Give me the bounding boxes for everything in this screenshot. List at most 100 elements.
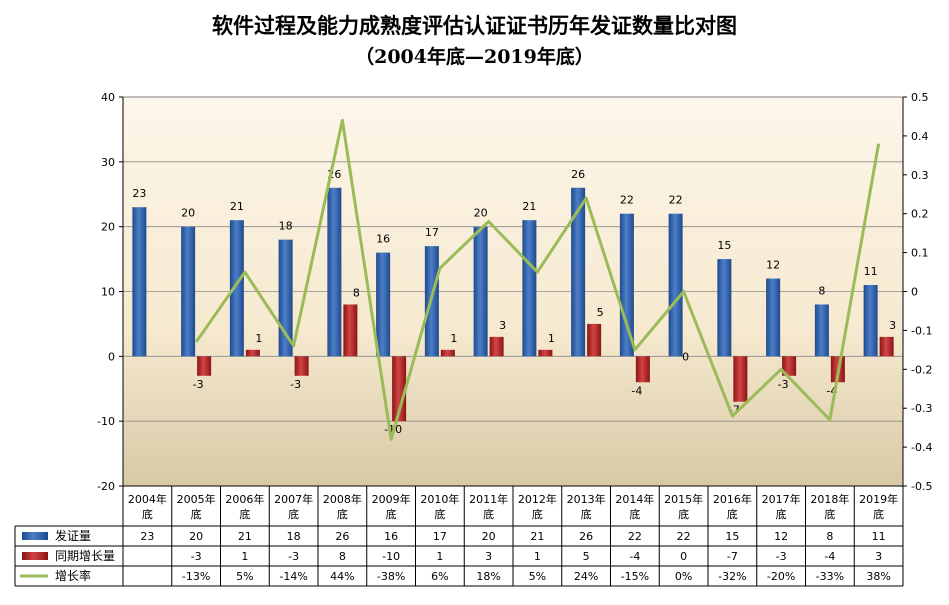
table-cell: 23 xyxy=(140,530,154,543)
bar-growth xyxy=(294,356,309,376)
table-cell: 22 xyxy=(628,530,642,543)
table-cell: 8 xyxy=(339,550,346,563)
bar-growth-label: 5 xyxy=(597,306,604,319)
table-cell: 22 xyxy=(677,530,691,543)
table-cell: 24% xyxy=(574,570,598,583)
table-cell: 3 xyxy=(875,550,882,563)
right-tick-label: -0.3 xyxy=(911,402,932,415)
bar-issued xyxy=(181,226,196,357)
right-tick-label: -0.4 xyxy=(911,441,932,454)
bar-growth-label: -3 xyxy=(778,378,789,391)
bar-growth-label: 1 xyxy=(450,332,457,345)
table-cell: 18% xyxy=(476,570,500,583)
bar-growth xyxy=(440,349,455,357)
table-cell: -3 xyxy=(776,550,787,563)
left-tick-label: 20 xyxy=(101,221,115,234)
bar-issued xyxy=(229,220,244,357)
table-cell: -4 xyxy=(629,550,640,563)
table-cell: 5% xyxy=(236,570,253,583)
bar-issued xyxy=(863,285,878,357)
category-label: 2016年底 xyxy=(713,492,752,521)
table-cell: -32% xyxy=(718,570,746,583)
right-tick-label: 0.1 xyxy=(911,247,929,260)
table-cell: 21 xyxy=(238,530,252,543)
right-tick-label: 0 xyxy=(911,286,918,299)
table-cell: -38% xyxy=(377,570,405,583)
bar-issued-label: 12 xyxy=(766,259,780,272)
right-tick-label: -0.1 xyxy=(911,324,932,337)
bar-issued xyxy=(522,220,537,357)
left-tick-label: 0 xyxy=(108,350,115,363)
category-label: 2012年底 xyxy=(518,492,557,521)
bar-issued xyxy=(376,252,391,357)
bar-issued-label: 21 xyxy=(230,200,244,213)
bar-growth xyxy=(782,356,797,376)
table-cell: -20% xyxy=(767,570,795,583)
table-cell: -10 xyxy=(382,550,400,563)
table-cell: 38% xyxy=(866,570,890,583)
category-label: 2011年底 xyxy=(469,492,508,521)
bar-growth-label: -4 xyxy=(631,384,642,397)
legend-key-growth xyxy=(22,552,48,560)
table-cell: 1 xyxy=(534,550,541,563)
bar-growth xyxy=(635,356,650,383)
bar-issued xyxy=(473,226,488,357)
bar-growth xyxy=(343,304,358,357)
left-tick-label: 30 xyxy=(101,156,115,169)
bar-growth xyxy=(587,323,602,357)
table-cell: 6% xyxy=(431,570,448,583)
left-tick-label: 40 xyxy=(101,91,115,104)
bar-growth-label: 1 xyxy=(255,332,262,345)
legend-key-issued xyxy=(22,532,48,540)
bar-issued-label: 20 xyxy=(181,207,195,220)
bar-growth xyxy=(245,349,260,357)
table-cell: 5% xyxy=(529,570,546,583)
category-label: 2014年底 xyxy=(615,492,654,521)
legend-label: 同期增长量 xyxy=(55,549,115,563)
bar-growth-label: 8 xyxy=(353,286,360,299)
legend-label: 增长率 xyxy=(55,568,91,583)
table-cell: 21 xyxy=(530,530,544,543)
bar-issued-label: 20 xyxy=(474,207,488,220)
right-tick-label: 0.5 xyxy=(911,91,929,104)
bar-growth-label: 3 xyxy=(499,319,506,332)
bar-growth xyxy=(392,356,407,422)
chart-subtitle: （2004年底—2019年底） xyxy=(355,45,594,68)
table-cell: -33% xyxy=(816,570,844,583)
chart-title: 软件过程及能力成熟度评估认证证书历年发证数量比对图 xyxy=(212,13,737,38)
right-tick-label: -0.5 xyxy=(911,480,932,493)
table-cell: 20 xyxy=(189,530,203,543)
table-cell: 20 xyxy=(482,530,496,543)
table-cell: -3 xyxy=(191,550,202,563)
category-label: 2019年底 xyxy=(859,492,898,521)
bar-issued xyxy=(717,259,732,357)
table-cell: 15 xyxy=(725,530,739,543)
table-cell: 11 xyxy=(872,530,886,543)
bar-issued-label: 8 xyxy=(818,284,825,297)
bar-issued xyxy=(327,187,342,357)
legend-label: 发证量 xyxy=(55,528,91,543)
table-cell: 8 xyxy=(826,530,833,543)
bar-issued-label: 18 xyxy=(279,220,293,233)
bar-growth-label: 0 xyxy=(682,350,689,363)
bar-issued xyxy=(668,213,683,357)
table-cell: 5 xyxy=(583,550,590,563)
growth-rate-line xyxy=(194,118,881,441)
bar-growth xyxy=(733,356,748,402)
table-cell: -13% xyxy=(182,570,210,583)
bar-issued-label: 16 xyxy=(376,233,390,246)
bar-issued-label: 17 xyxy=(425,226,439,239)
bar-issued-label: 11 xyxy=(864,265,878,278)
category-label: 2015年底 xyxy=(664,492,703,521)
table-cell: 0 xyxy=(680,550,687,563)
right-tick-label: -0.2 xyxy=(911,363,932,376)
category-label: 2005年底 xyxy=(177,492,216,521)
bar-growth-label: -4 xyxy=(826,384,837,397)
table-cell: -15% xyxy=(621,570,649,583)
category-label: 2018年底 xyxy=(810,492,849,521)
bar-issued-label: 22 xyxy=(620,194,634,207)
right-tick-label: 0.4 xyxy=(911,130,929,143)
table-cell: 1 xyxy=(436,550,443,563)
left-tick-label: -10 xyxy=(97,415,115,428)
